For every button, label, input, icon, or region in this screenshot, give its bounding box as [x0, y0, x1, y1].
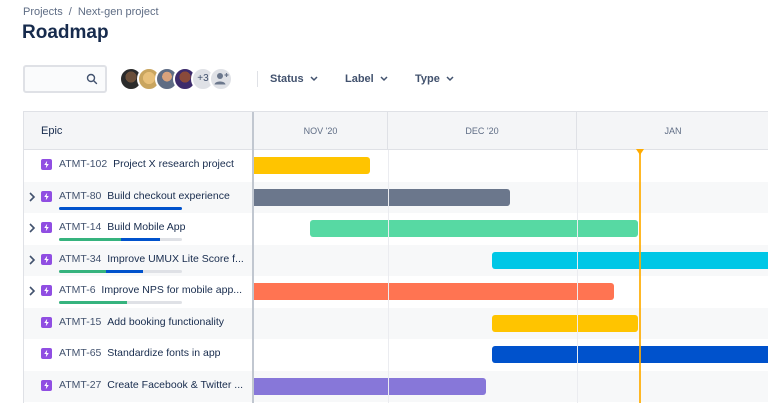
type-filter[interactable]: Type [415, 65, 454, 93]
toolbar-divider [257, 71, 258, 87]
search-input[interactable] [23, 65, 107, 93]
chevron-right-icon[interactable] [28, 286, 36, 296]
epic-label[interactable]: ATMT-80 Build checkout experience [59, 190, 230, 202]
label-filter[interactable]: Label [345, 65, 388, 93]
epic-title: Create Facebook & Twitter ... [107, 378, 244, 391]
epic-row[interactable]: ATMT-14 Build Mobile App [24, 213, 768, 245]
chevron-down-icon [310, 76, 318, 82]
progress-done [59, 238, 121, 241]
epic-key: ATMT-6 [59, 284, 96, 296]
progress-done [59, 301, 127, 304]
epic-title: Project X research project [113, 158, 234, 170]
timeline-bar[interactable] [254, 283, 614, 300]
chevron-right-icon[interactable] [28, 223, 36, 233]
timeline-bar[interactable] [492, 314, 638, 332]
epic-row[interactable]: ATMT-6 Improve NPS for mobile app... [24, 276, 768, 308]
epic-key: ATMT-65 [59, 347, 102, 359]
epic-key: ATMT-80 [59, 189, 102, 202]
epic-row[interactable]: ATMT-102 Project X research project [24, 150, 768, 182]
epic-row[interactable]: ATMT-15 Add booking functionality [24, 307, 768, 339]
progress-in-progress [120, 238, 160, 241]
epic-label[interactable]: ATMT-34 Improve UMUX Lite Score f... [59, 253, 244, 265]
timeline-header: NOV '20 DEC '20 JAN [254, 112, 768, 150]
timeline-bar[interactable] [492, 251, 768, 269]
epic-icon [41, 316, 52, 328]
status-filter-label: Status [270, 73, 304, 85]
epic-label[interactable]: ATMT-14 Build Mobile App [59, 221, 185, 233]
progress-bar [59, 238, 182, 241]
epic-key: ATMT-27 [59, 378, 102, 391]
epic-row[interactable]: ATMT-34 Improve UMUX Lite Score f... [24, 244, 768, 276]
month-divider [577, 150, 578, 403]
epic-label[interactable]: ATMT-15 Add booking functionality [59, 316, 224, 328]
month-header: NOV '20 [254, 112, 388, 150]
page-title: Roadmap [22, 22, 109, 43]
timeline-bar[interactable] [310, 220, 638, 237]
epic-column-divider [252, 112, 254, 403]
month-header: JAN [664, 126, 682, 136]
epic-icon [41, 285, 52, 296]
epic-key: ATMT-34 [59, 252, 102, 265]
epic-title: Improve NPS for mobile app... [101, 284, 243, 296]
epic-icon [41, 253, 52, 265]
progress-done [59, 269, 106, 273]
progress-in-progress [105, 269, 143, 273]
epic-icon [41, 348, 52, 359]
roadmap-grid: Epic NOV '20 DEC '20 JAN ATMT-102 Projec… [23, 111, 768, 403]
breadcrumb: Projects / Next-gen project [23, 6, 159, 18]
breadcrumb-separator: / [68, 6, 72, 18]
epic-label[interactable]: ATMT-102 Project X research project [59, 158, 234, 170]
epic-title: Improve UMUX Lite Score f... [107, 252, 244, 265]
epic-icon [41, 190, 52, 202]
month-divider [388, 150, 389, 403]
timeline-bar[interactable] [254, 157, 370, 174]
epic-label[interactable]: ATMT-6 Improve NPS for mobile app... [59, 284, 242, 296]
progress-in-progress [59, 206, 182, 210]
label-filter-label: Label [345, 73, 374, 85]
today-line [639, 150, 641, 403]
chevron-right-icon[interactable] [28, 191, 36, 202]
breadcrumb-projects[interactable]: Projects [23, 6, 63, 18]
epic-key: ATMT-14 [59, 221, 102, 233]
epic-label[interactable]: ATMT-65 Standardize fonts in app [59, 347, 221, 359]
epic-row[interactable]: ATMT-80 Build checkout experience [24, 181, 768, 213]
epic-key: ATMT-15 [59, 315, 102, 328]
toolbar: +3 Status Label Type [23, 65, 763, 93]
epic-title: Build checkout experience [107, 189, 230, 202]
epic-title: Standardize fonts in app [107, 347, 221, 359]
epic-label[interactable]: ATMT-27 Create Facebook & Twitter ... [59, 379, 243, 391]
epic-icon [41, 159, 52, 170]
add-user-button[interactable] [209, 67, 233, 91]
type-filter-label: Type [415, 73, 440, 85]
timeline-bar[interactable] [492, 346, 768, 363]
epic-title: Build Mobile App [107, 221, 186, 233]
chevron-down-icon [380, 76, 388, 82]
breadcrumb-project[interactable]: Next-gen project [77, 6, 159, 18]
epic-key: ATMT-102 [59, 158, 108, 170]
status-filter[interactable]: Status [270, 65, 318, 93]
timeline-bar[interactable] [254, 377, 486, 395]
epic-row[interactable]: ATMT-65 Standardize fonts in app [24, 339, 768, 371]
progress-bar [59, 269, 182, 273]
timeline-bar[interactable] [254, 188, 510, 206]
epic-row[interactable]: ATMT-27 Create Facebook & Twitter ... [24, 370, 768, 402]
progress-bar [59, 301, 182, 304]
search-icon [86, 73, 98, 85]
progress-bar [59, 206, 182, 210]
chevron-right-icon[interactable] [28, 254, 36, 265]
epic-column-header: Epic [24, 112, 252, 150]
month-header: DEC '20 [388, 112, 577, 150]
chevron-down-icon [446, 76, 454, 82]
epic-title: Add booking functionality [107, 315, 224, 328]
epic-icon [41, 379, 52, 391]
today-marker [636, 149, 644, 155]
epic-icon [41, 222, 52, 233]
add-user-icon [214, 73, 229, 85]
